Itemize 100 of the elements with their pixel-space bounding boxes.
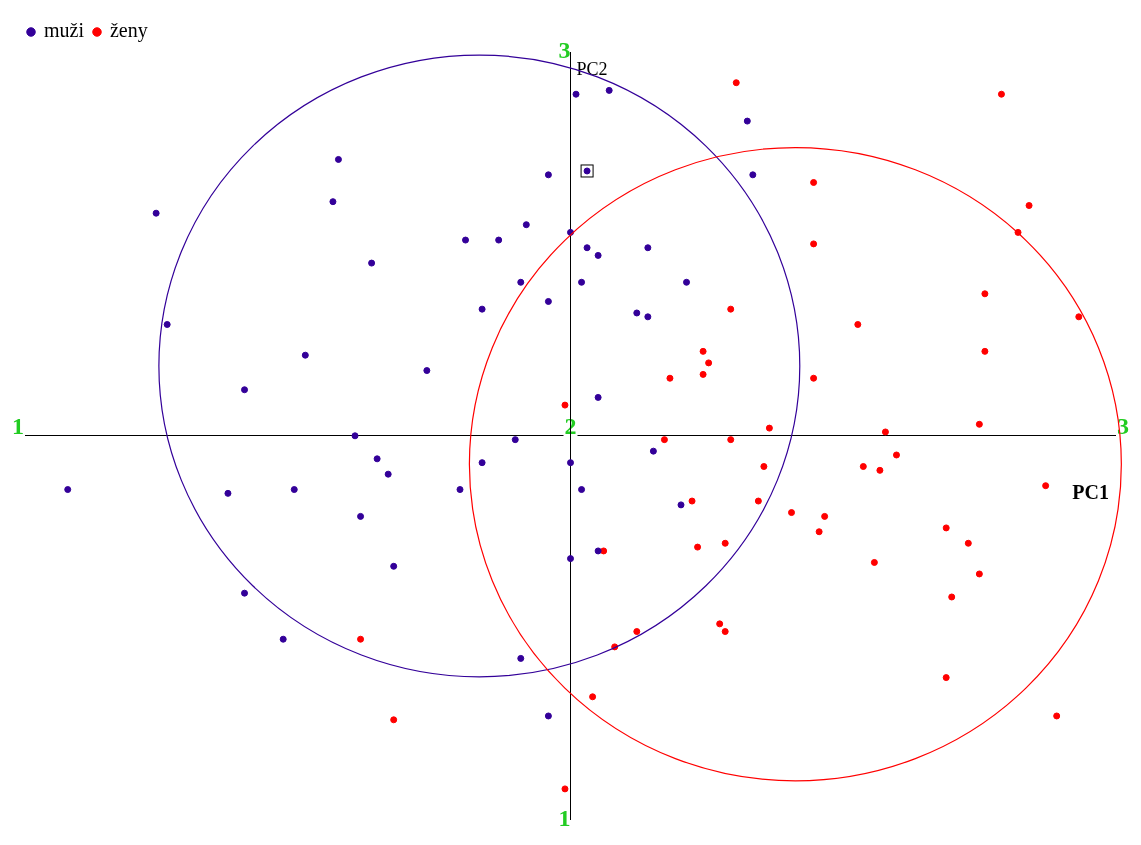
point bbox=[594, 393, 602, 401]
point bbox=[870, 558, 878, 566]
point bbox=[644, 244, 652, 252]
point bbox=[351, 432, 359, 440]
point bbox=[373, 455, 381, 463]
point bbox=[854, 321, 862, 328]
point bbox=[224, 489, 232, 497]
point bbox=[384, 470, 392, 478]
point bbox=[997, 90, 1005, 98]
point bbox=[511, 436, 519, 444]
point bbox=[456, 486, 464, 494]
point bbox=[517, 654, 525, 662]
point bbox=[975, 420, 983, 428]
point bbox=[583, 244, 591, 252]
point bbox=[677, 501, 685, 509]
x-tick-label: 1 bbox=[12, 412, 24, 439]
point bbox=[368, 259, 376, 267]
point bbox=[522, 221, 530, 229]
point bbox=[705, 359, 713, 367]
point bbox=[749, 171, 757, 179]
point bbox=[152, 209, 160, 217]
point bbox=[589, 693, 597, 701]
point bbox=[478, 459, 486, 467]
point bbox=[357, 635, 365, 643]
point bbox=[694, 543, 702, 551]
point bbox=[660, 436, 668, 444]
point bbox=[876, 466, 884, 474]
point bbox=[594, 251, 602, 259]
point bbox=[859, 463, 867, 470]
y-axis-title: PC2 bbox=[576, 58, 608, 79]
point bbox=[633, 309, 641, 317]
point bbox=[561, 401, 569, 409]
x-axis-title: PC1 bbox=[1072, 480, 1109, 503]
point bbox=[666, 374, 674, 382]
point bbox=[788, 509, 795, 517]
point bbox=[390, 562, 398, 570]
point bbox=[334, 155, 342, 163]
point bbox=[975, 570, 983, 578]
point bbox=[815, 528, 823, 536]
point bbox=[716, 620, 724, 628]
point bbox=[760, 463, 768, 470]
point bbox=[567, 555, 574, 563]
point bbox=[600, 547, 608, 555]
legend-label: ženy bbox=[109, 19, 148, 43]
point bbox=[390, 716, 398, 724]
point bbox=[572, 90, 580, 98]
point bbox=[699, 347, 707, 355]
point bbox=[810, 240, 818, 248]
point bbox=[644, 313, 652, 321]
point bbox=[462, 236, 470, 244]
point bbox=[301, 351, 309, 359]
point bbox=[964, 539, 972, 547]
point bbox=[241, 589, 249, 597]
point bbox=[64, 486, 72, 494]
point bbox=[754, 497, 762, 505]
point bbox=[567, 459, 574, 467]
point bbox=[423, 367, 431, 375]
point bbox=[594, 547, 602, 555]
point bbox=[279, 635, 287, 643]
point bbox=[683, 278, 691, 286]
point bbox=[948, 593, 956, 601]
point bbox=[578, 486, 586, 494]
point bbox=[810, 178, 818, 186]
point bbox=[727, 436, 735, 444]
point bbox=[544, 171, 552, 179]
point bbox=[1075, 313, 1083, 321]
point bbox=[561, 785, 569, 793]
point bbox=[732, 79, 740, 87]
point bbox=[721, 539, 729, 547]
point bbox=[981, 290, 989, 298]
point bbox=[241, 386, 249, 394]
point bbox=[1053, 712, 1061, 720]
point bbox=[1025, 202, 1033, 210]
point bbox=[942, 524, 950, 532]
point bbox=[727, 305, 735, 313]
point bbox=[605, 86, 613, 94]
point bbox=[544, 712, 552, 720]
point bbox=[699, 370, 707, 378]
point bbox=[892, 451, 900, 459]
point bbox=[544, 297, 552, 305]
point bbox=[517, 278, 525, 286]
point bbox=[743, 117, 751, 125]
point bbox=[163, 321, 171, 328]
point bbox=[821, 512, 829, 520]
point bbox=[1014, 228, 1022, 236]
point bbox=[721, 628, 729, 636]
point bbox=[578, 278, 586, 286]
legend-label: muži bbox=[44, 19, 85, 42]
point bbox=[329, 198, 337, 206]
point bbox=[633, 628, 641, 636]
point bbox=[357, 512, 365, 520]
point bbox=[290, 486, 298, 494]
point bbox=[942, 674, 950, 682]
point bbox=[765, 424, 773, 432]
point bbox=[810, 374, 818, 382]
point bbox=[649, 447, 657, 455]
point bbox=[495, 236, 503, 244]
point bbox=[881, 428, 889, 436]
point bbox=[688, 497, 696, 505]
point bbox=[478, 305, 486, 313]
